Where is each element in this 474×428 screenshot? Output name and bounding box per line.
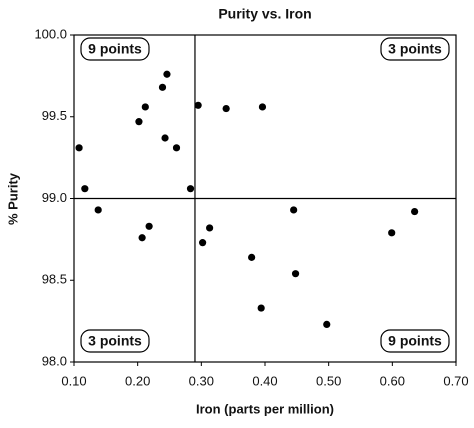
point [75, 144, 83, 152]
point [248, 253, 256, 261]
x-tick-label: 0.60 [380, 373, 405, 388]
x-tick-label: 0.30 [189, 373, 214, 388]
point [172, 144, 181, 152]
annotation-box [380, 37, 450, 61]
y-tick-label: 100.0 [34, 26, 67, 41]
annotation: 3 points [388, 41, 442, 57]
x-tick-label: 0.70 [443, 373, 468, 388]
point [138, 234, 146, 242]
point [257, 304, 265, 312]
y-axis-title: % Purity [5, 172, 20, 225]
point [135, 118, 143, 126]
y-tick-label: 98.5 [42, 272, 67, 287]
point [158, 83, 167, 91]
point [145, 222, 153, 230]
y-tick-label: 98.0 [42, 353, 67, 368]
point [94, 206, 102, 214]
x-tick-label: 0.50 [316, 373, 341, 388]
annotation-box [380, 329, 450, 353]
annotation: 3 points [88, 333, 142, 349]
point [163, 70, 171, 78]
chart-title: Purity vs. Iron [218, 6, 311, 22]
x-axis-title: Iron (parts per million) [196, 401, 334, 416]
annotation: 9 points [388, 333, 442, 349]
annotation-box [80, 37, 150, 61]
point [141, 103, 149, 111]
point [290, 206, 298, 214]
y-tick-label: 99.5 [42, 108, 67, 123]
annotation-box [80, 329, 150, 353]
point [161, 134, 169, 142]
point [323, 320, 331, 328]
point [388, 229, 396, 237]
point [291, 270, 300, 278]
point [81, 185, 89, 193]
point [199, 239, 207, 247]
point [206, 224, 214, 232]
y-tick-label: 99.0 [42, 190, 67, 205]
x-tick-label: 0.40 [252, 373, 277, 388]
point [258, 103, 267, 111]
point [194, 101, 202, 109]
x-tick-label: 0.10 [61, 373, 86, 388]
x-tick-label: 0.20 [125, 373, 150, 388]
point [411, 207, 419, 216]
point [222, 104, 230, 113]
point [186, 185, 195, 193]
annotation: 9 points [88, 41, 142, 57]
